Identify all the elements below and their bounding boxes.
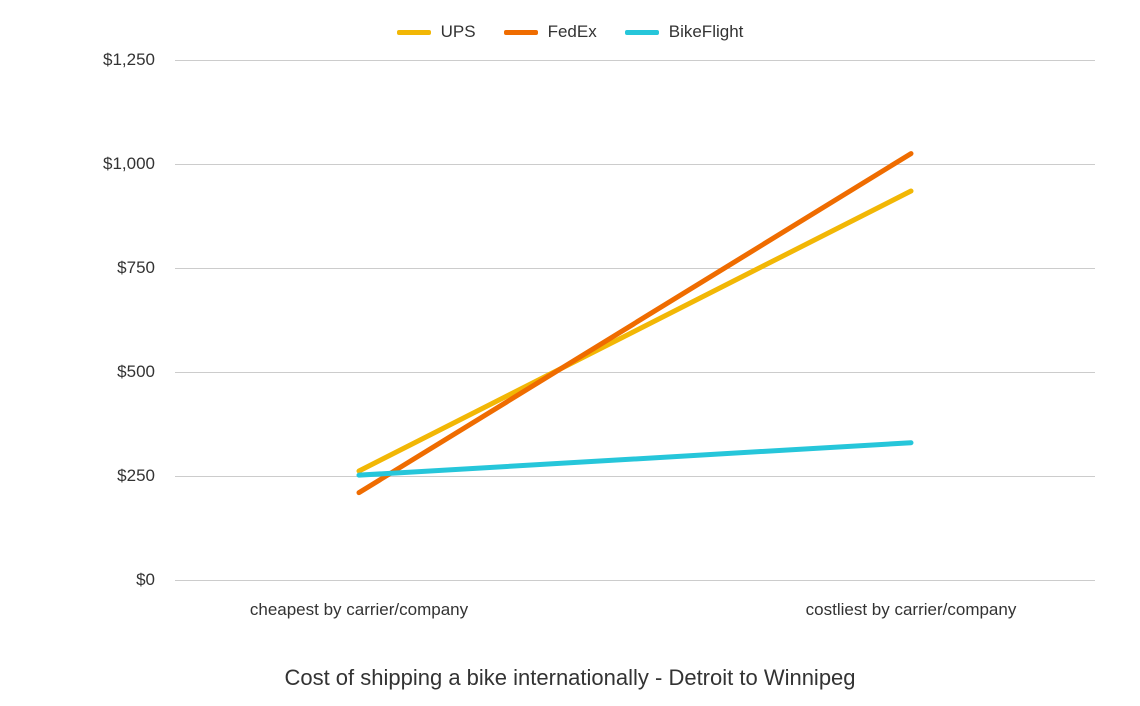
series-line	[359, 154, 911, 493]
chart-title: Cost of shipping a bike internationally …	[0, 665, 1140, 691]
plot-lines	[0, 0, 1140, 706]
shipping-cost-chart: UPSFedExBikeFlight $0$250$500$750$1,000$…	[0, 0, 1140, 706]
series-line	[359, 191, 911, 471]
series-line	[359, 443, 911, 475]
